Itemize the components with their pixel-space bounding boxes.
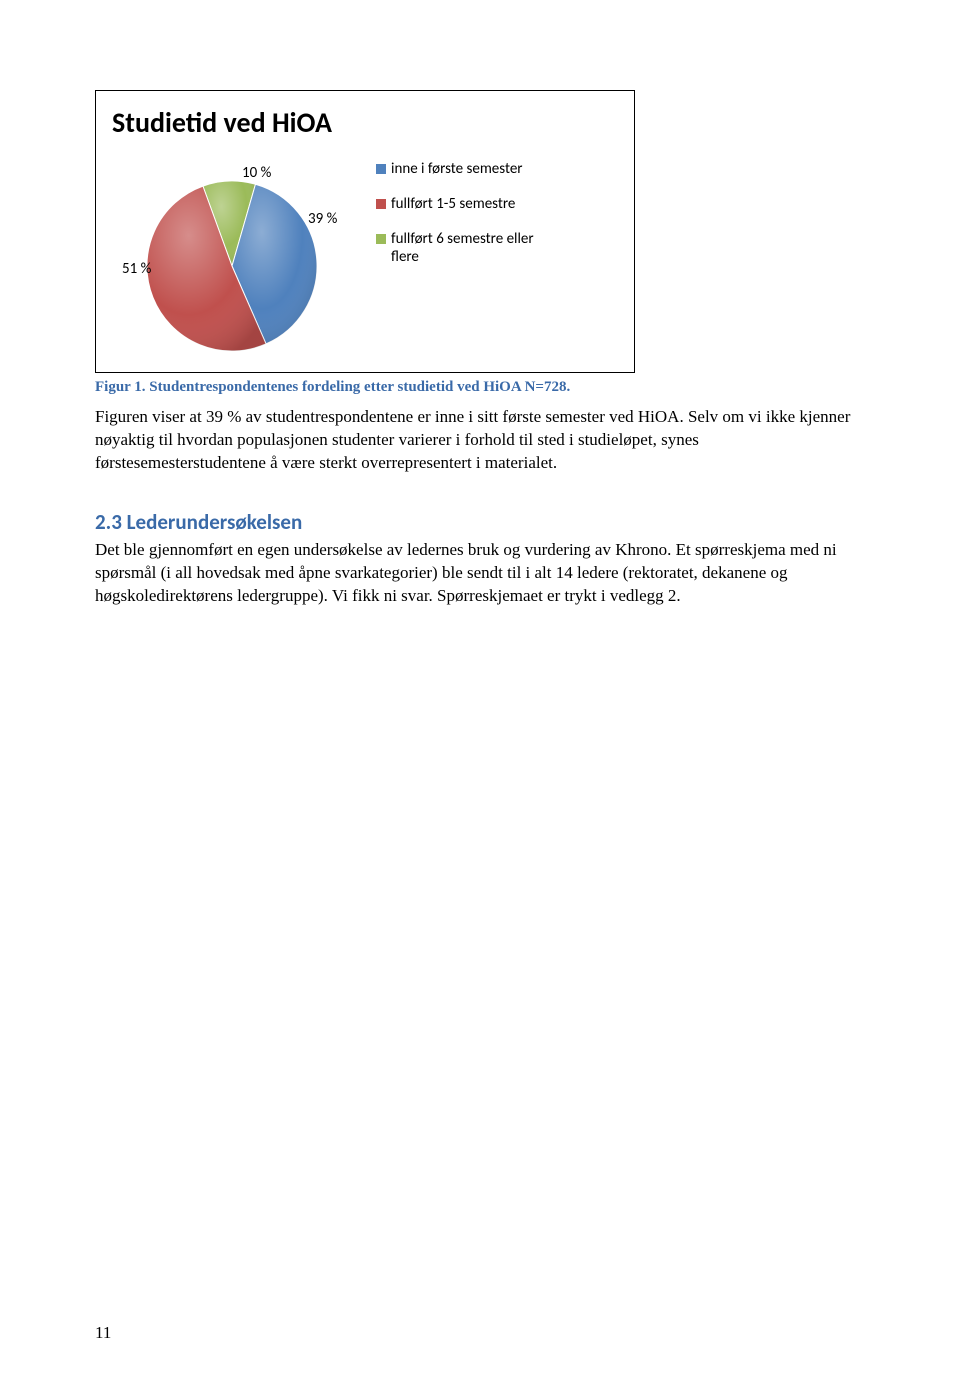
paragraph: Figuren viser at 39 % av studentresponde… <box>95 406 865 475</box>
pie-chart: 39 % 51 % 10 % <box>112 146 352 356</box>
legend-item: fullført 6 semestre eller flere <box>376 230 541 268</box>
legend-swatch-0 <box>376 164 386 174</box>
legend-label-0: inne i første semester <box>391 160 523 179</box>
chart-body: 39 % 51 % 10 % inne i første semester fu… <box>112 146 622 356</box>
document-page: Studietid ved HiOA 39 % 51 % 10 % inne i… <box>0 0 960 1393</box>
section-heading: 2.3 Lederundersøkelsen <box>95 509 865 535</box>
slice-pct-0: 39 % <box>308 210 337 228</box>
legend-item: fullført 1-5 semestre <box>376 195 541 214</box>
legend-item: inne i første semester <box>376 160 541 179</box>
page-number: 11 <box>95 1323 111 1343</box>
legend-label-1: fullført 1-5 semestre <box>391 195 515 214</box>
legend-swatch-2 <box>376 234 386 244</box>
slice-pct-2: 10 % <box>242 164 271 182</box>
chart-container: Studietid ved HiOA 39 % 51 % 10 % inne i… <box>95 90 635 373</box>
chart-legend: inne i første semester fullført 1-5 seme… <box>352 146 541 283</box>
legend-label-2: fullført 6 semestre eller flere <box>391 230 541 268</box>
paragraph: Det ble gjennomført en egen undersøkelse… <box>95 539 865 608</box>
figure-caption: Figur 1. Studentrespondentenes fordeling… <box>95 379 865 396</box>
pie-svg <box>112 146 352 356</box>
legend-swatch-1 <box>376 199 386 209</box>
chart-title: Studietid ved HiOA <box>112 105 622 140</box>
slice-pct-1: 51 % <box>122 260 151 278</box>
